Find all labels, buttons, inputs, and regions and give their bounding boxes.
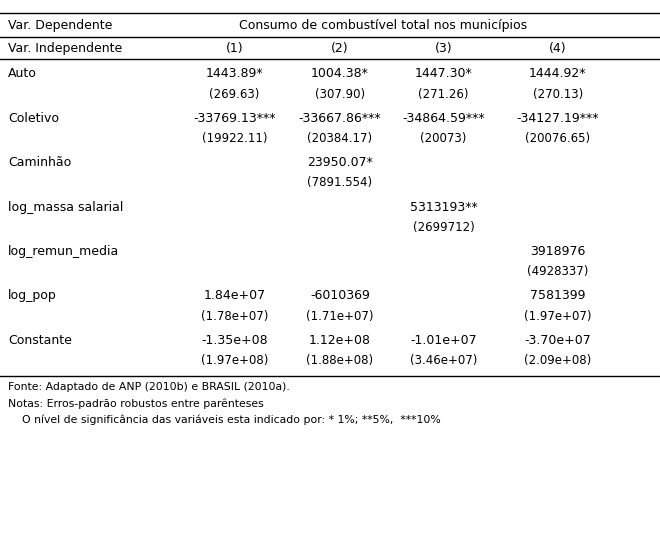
Text: 3918976: 3918976 [530, 245, 585, 258]
Text: (7891.554): (7891.554) [308, 177, 372, 189]
Text: Constante: Constante [8, 334, 72, 347]
Text: (20076.65): (20076.65) [525, 132, 590, 145]
Text: (3.46e+07): (3.46e+07) [410, 354, 477, 367]
Text: log_massa salarial: log_massa salarial [8, 201, 123, 213]
Text: (20073): (20073) [420, 132, 467, 145]
Text: -3.70e+07: -3.70e+07 [524, 334, 591, 347]
Text: 5313193**: 5313193** [410, 201, 477, 213]
Text: -1.01e+07: -1.01e+07 [411, 334, 477, 347]
Text: Notas: Erros-padrão robustos entre parênteses: Notas: Erros-padrão robustos entre parên… [8, 398, 264, 409]
Text: (271.26): (271.26) [418, 88, 469, 101]
Text: -6010369: -6010369 [310, 289, 370, 302]
Text: Caminhão: Caminhão [8, 156, 71, 169]
Text: 1444.92*: 1444.92* [529, 67, 587, 80]
Text: 1.84e+07: 1.84e+07 [203, 289, 265, 302]
Text: Coletivo: Coletivo [8, 112, 59, 125]
Text: (2): (2) [331, 42, 348, 55]
Text: 1004.38*: 1004.38* [311, 67, 369, 80]
Text: (1.78e+07): (1.78e+07) [201, 310, 268, 323]
Text: -33769.13***: -33769.13*** [193, 112, 275, 125]
Text: log_pop: log_pop [8, 289, 57, 302]
Text: 7581399: 7581399 [530, 289, 585, 302]
Text: 1447.30*: 1447.30* [414, 67, 473, 80]
Text: -34127.19***: -34127.19*** [516, 112, 599, 125]
Text: -1.35e+08: -1.35e+08 [201, 334, 267, 347]
Text: Var. Independente: Var. Independente [8, 42, 122, 55]
Text: -33667.86***: -33667.86*** [298, 112, 381, 125]
Text: log_remun_media: log_remun_media [8, 245, 119, 258]
Text: (19922.11): (19922.11) [201, 132, 267, 145]
Text: (4928337): (4928337) [527, 265, 588, 278]
Text: (1.71e+07): (1.71e+07) [306, 310, 374, 323]
Text: (1): (1) [226, 42, 243, 55]
Text: (3): (3) [435, 42, 452, 55]
Text: (1.97e+07): (1.97e+07) [524, 310, 591, 323]
Text: (20384.17): (20384.17) [308, 132, 372, 145]
Text: Auto: Auto [8, 67, 37, 80]
Text: (2699712): (2699712) [412, 221, 475, 234]
Text: Var. Dependente: Var. Dependente [8, 19, 112, 32]
Text: 1443.89*: 1443.89* [205, 67, 263, 80]
Text: 1.12e+08: 1.12e+08 [309, 334, 371, 347]
Text: (2.09e+08): (2.09e+08) [524, 354, 591, 367]
Text: O nível de significância das variáveis esta indicado por: * 1%; **5%,  ***10%: O nível de significância das variáveis e… [8, 414, 441, 425]
Text: (307.90): (307.90) [315, 88, 365, 101]
Text: -34864.59***: -34864.59*** [402, 112, 485, 125]
Text: (1.97e+08): (1.97e+08) [201, 354, 268, 367]
Text: (1.88e+08): (1.88e+08) [306, 354, 374, 367]
Text: (4): (4) [549, 42, 566, 55]
Text: 23950.07*: 23950.07* [307, 156, 373, 169]
Text: Consumo de combustível total nos municípios: Consumo de combustível total nos municíp… [239, 19, 527, 32]
Text: Fonte: Adaptado de ANP (2010b) e BRASIL (2010a).: Fonte: Adaptado de ANP (2010b) e BRASIL … [8, 383, 290, 392]
Text: (270.13): (270.13) [533, 88, 583, 101]
Text: (269.63): (269.63) [209, 88, 259, 101]
